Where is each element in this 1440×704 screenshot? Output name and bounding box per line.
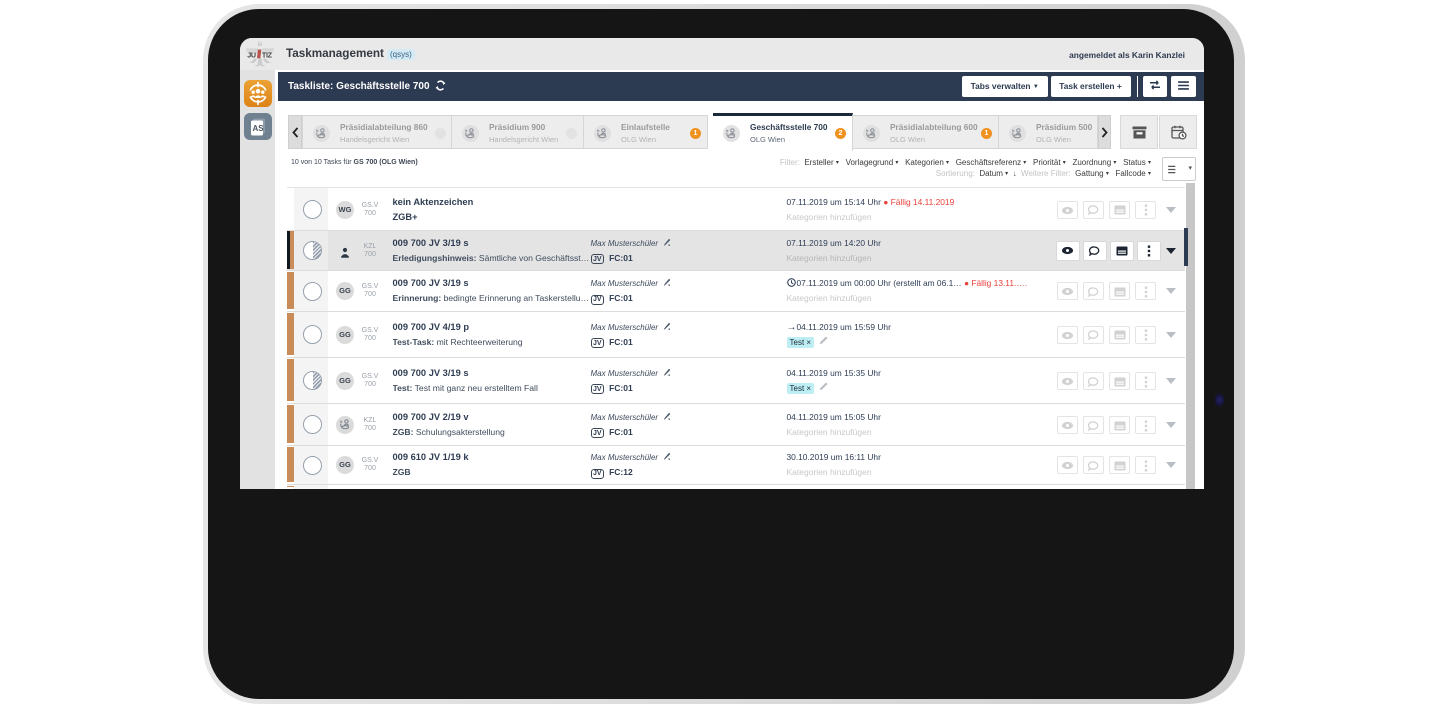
svg-text:TIZ: TIZ (262, 50, 273, 59)
svg-text:JU: JU (247, 50, 256, 59)
svg-text:AS: AS (253, 124, 265, 133)
